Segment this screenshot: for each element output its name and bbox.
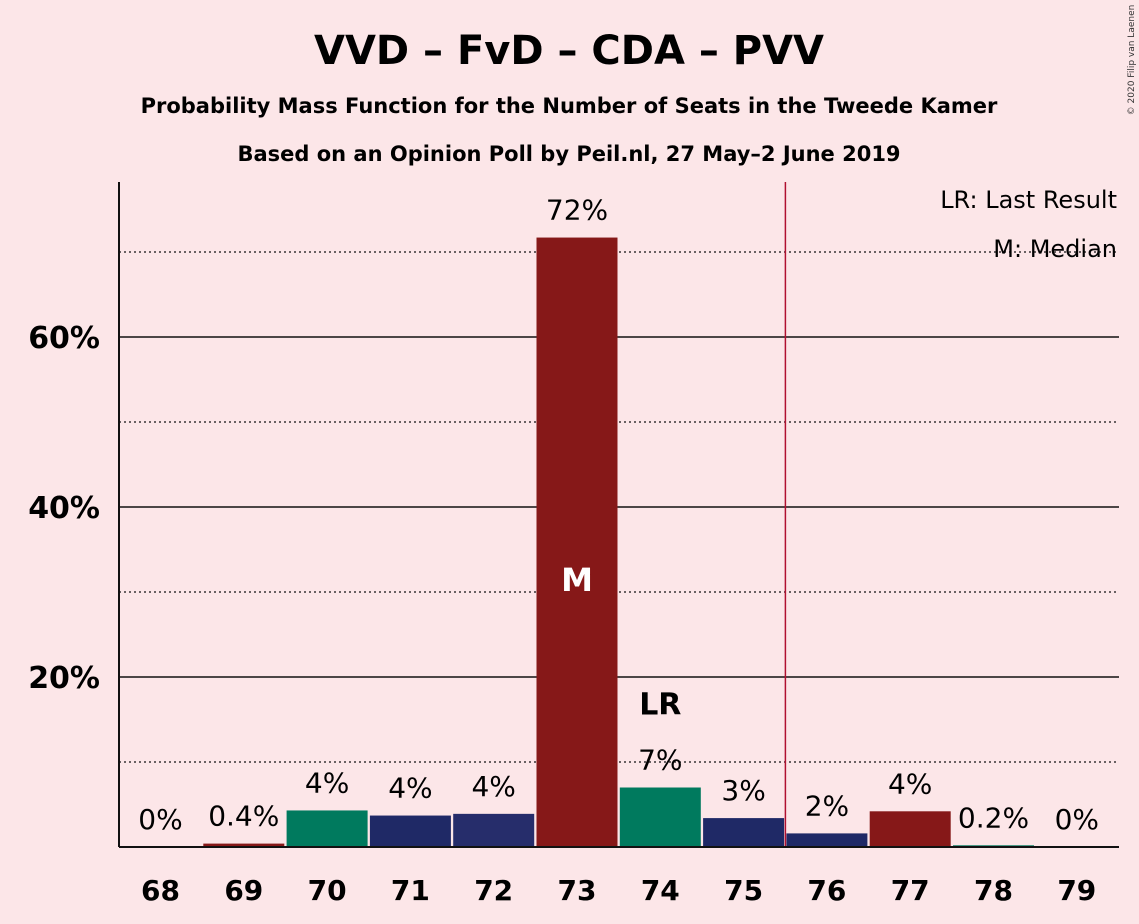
bar-seat-76: [786, 833, 868, 847]
last-result-marker: LR: [639, 688, 681, 723]
bar-seat-75: [703, 818, 785, 847]
x-tick-69: 69: [224, 874, 263, 907]
value-label-seat-78: 0.2%: [958, 801, 1029, 834]
value-label-seat-77: 4%: [888, 767, 932, 800]
value-label-seat-75: 3%: [721, 774, 765, 807]
value-label-seat-76: 2%: [805, 789, 849, 822]
x-tick-74: 74: [641, 874, 680, 907]
value-label-seat-72: 4%: [471, 770, 515, 803]
bars: M: [203, 237, 1034, 848]
x-tick-73: 73: [558, 874, 597, 907]
x-tick-78: 78: [974, 874, 1013, 907]
value-label-seat-70: 4%: [305, 766, 349, 799]
y-tick-40: 40%: [28, 491, 100, 526]
x-tick-72: 72: [474, 874, 513, 907]
gridlines: [119, 251, 1119, 763]
value-label-seat-74: 7%: [638, 744, 682, 777]
value-label-seat-73: 72%: [546, 194, 608, 227]
chart-subtitle-poll: Based on an Opinion Poll by Peil.nl, 27 …: [237, 142, 900, 166]
y-tick-20: 20%: [28, 661, 100, 696]
median-marker: M: [561, 561, 593, 599]
value-label-seat-79: 0%: [1055, 803, 1099, 836]
value-label-seat-69: 0.4%: [208, 800, 279, 833]
x-tick-71: 71: [391, 874, 430, 907]
bar-seat-74: [619, 787, 701, 847]
value-label-seat-71: 4%: [388, 772, 432, 805]
chart-title: VVD – FvD – CDA – PVV: [314, 28, 824, 74]
y-tick-60: 60%: [28, 321, 100, 356]
y-tick-labels: 20% 40% 60%: [28, 321, 100, 696]
chart-subtitle: Probability Mass Function for the Number…: [141, 94, 998, 118]
value-label-seat-68: 0%: [138, 803, 182, 836]
x-tick-68: 68: [141, 874, 180, 907]
x-tick-79: 79: [1057, 874, 1096, 907]
bar-seat-70: [286, 810, 368, 847]
x-tick-77: 77: [891, 874, 930, 907]
x-tick-labels: 68 69 70 71 72 73 74 75 76 77 78 79: [141, 874, 1096, 907]
legend-median: M: Median: [993, 235, 1117, 263]
bar-seat-73: [536, 237, 618, 848]
bar-seat-71: [369, 815, 451, 847]
value-labels: 0% 0.4% 4% 4% 4% 72% 7% LR 3% 2% 4% 0.2% 0%: [138, 194, 1099, 836]
x-tick-76: 76: [807, 874, 846, 907]
bar-seat-72: [453, 813, 535, 847]
x-tick-75: 75: [724, 874, 763, 907]
bar-seat-69: [203, 843, 285, 847]
legend-last-result: LR: Last Result: [940, 186, 1117, 214]
x-tick-70: 70: [308, 874, 347, 907]
bar-seat-77: [869, 811, 951, 847]
copyright-notice: © 2020 Filip van Laenen: [1127, 5, 1137, 116]
